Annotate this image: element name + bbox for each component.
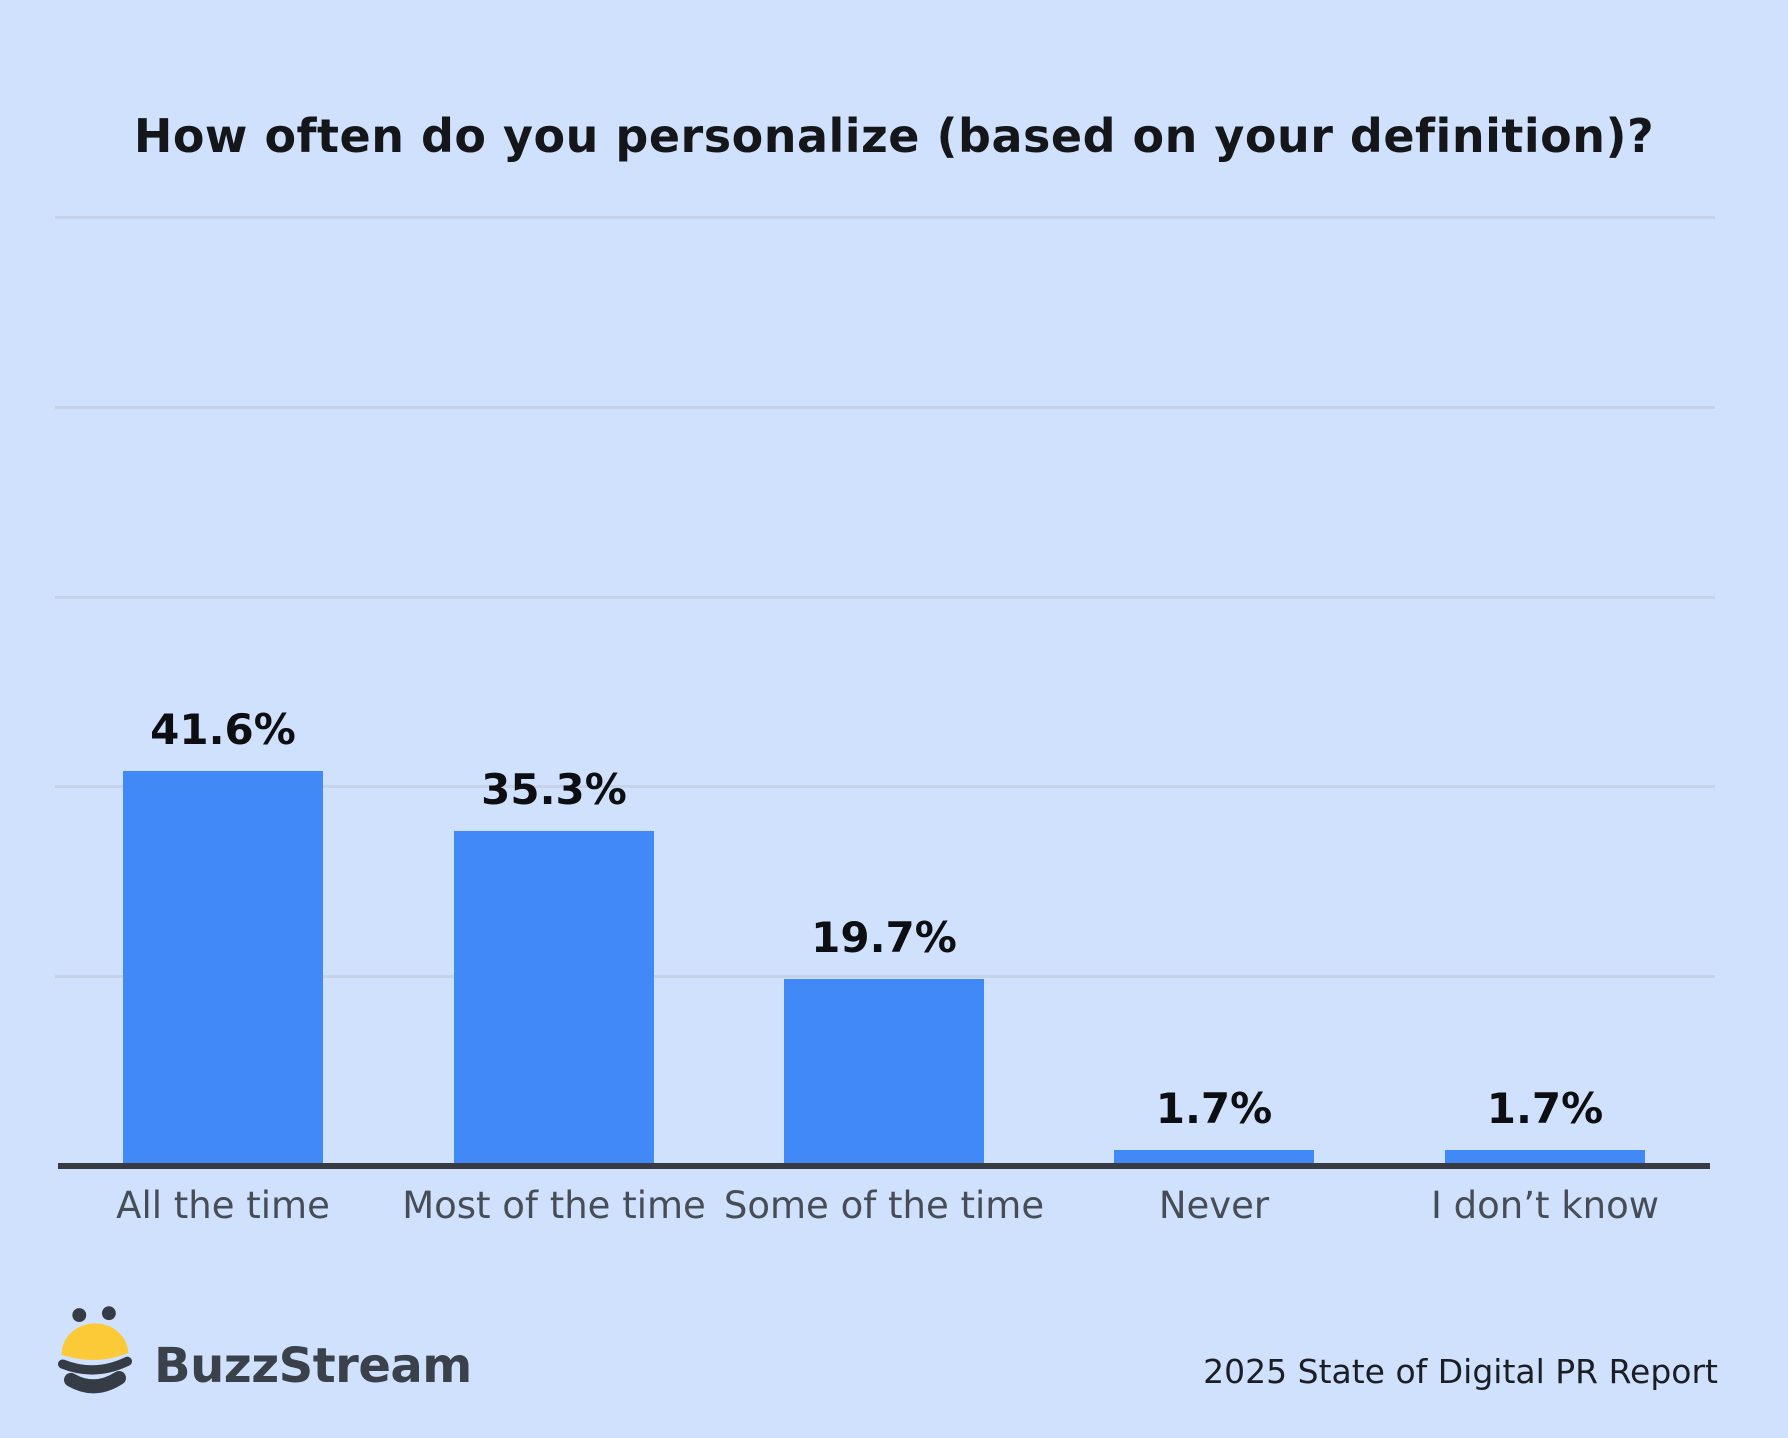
bar	[454, 831, 654, 1166]
chart-title: How often do you personalize (based on y…	[133, 108, 1655, 163]
report-credit: 2025 State of Digital PR Report	[1203, 1352, 1718, 1391]
bar-value-label: 1.7%	[1486, 1084, 1604, 1133]
buzzstream-logo: BuzzStream	[58, 1306, 472, 1400]
x-axis-label: I don’t know	[1430, 1184, 1660, 1227]
logo-wordmark: BuzzStream	[154, 1338, 472, 1394]
bar-value-label: 19.7%	[811, 913, 957, 962]
x-axis-label: All the time	[116, 1184, 330, 1227]
gridline-100	[55, 216, 1715, 219]
buzzstream-bee-icon	[58, 1306, 132, 1400]
x-axis-label: Most of the time	[402, 1184, 706, 1227]
x-axis-label: Never	[1158, 1184, 1270, 1227]
bar-value-label: 35.3%	[481, 765, 627, 814]
x-axis-line	[58, 1163, 1710, 1169]
bar	[123, 771, 323, 1166]
bar	[1445, 1150, 1645, 1166]
bar-value-label: 41.6%	[150, 705, 296, 754]
bar	[1114, 1150, 1314, 1166]
bar-value-label: 1.7%	[1155, 1084, 1273, 1133]
x-axis-label: Some of the time	[723, 1184, 1045, 1227]
bar	[784, 979, 984, 1166]
gridline-40	[55, 785, 1715, 789]
gridline-20	[55, 975, 1715, 979]
gridline-60	[55, 595, 1715, 599]
gridline-80	[55, 405, 1715, 409]
